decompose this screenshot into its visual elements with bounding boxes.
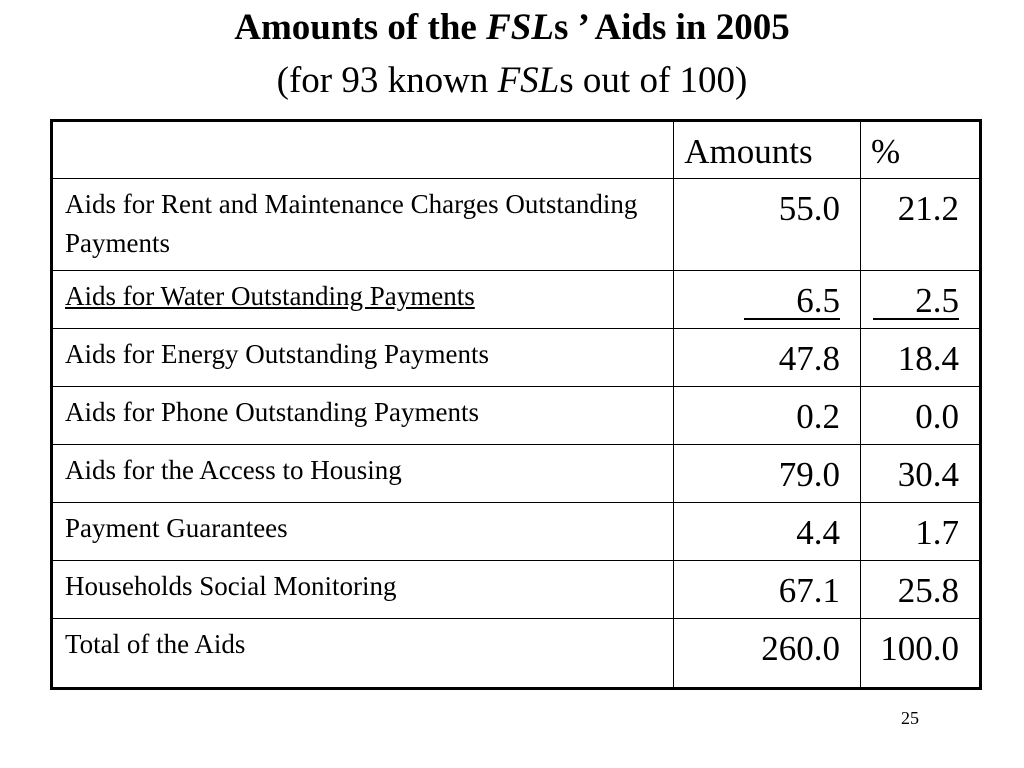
header-cell-percent: % bbox=[860, 120, 981, 179]
row-label: Aids for Phone Outstanding Payments bbox=[50, 386, 675, 445]
slide-subtitle: (for 93 known FSLs out of 100) bbox=[0, 60, 1024, 102]
table-row: Aids for Energy Outstanding Payments 47.… bbox=[50, 328, 981, 387]
subtitle-part1: (for 93 known bbox=[276, 60, 498, 101]
slide-title: Amounts of the FSLs ’ Aids in 2005 bbox=[0, 8, 1024, 48]
aids-table: Amounts % Aids for Rent and Maintenance … bbox=[50, 119, 982, 690]
subtitle-part2: s out of 100) bbox=[559, 60, 748, 101]
title-part2: s ’ Aids in 2005 bbox=[553, 7, 790, 48]
row-label: Households Social Monitoring bbox=[50, 560, 675, 619]
row-label: Aids for Water Outstanding Payments bbox=[50, 270, 675, 329]
row-amount: 0.2 bbox=[673, 386, 861, 445]
table-row: Aids for Water Outstanding Payments 6.5 … bbox=[50, 270, 981, 329]
row-amount: 79.0 bbox=[673, 444, 861, 503]
table-row: Aids for Rent and Maintenance Charges Ou… bbox=[50, 178, 981, 271]
subtitle-italic: FSL bbox=[497, 60, 560, 101]
row-amount: 260.0 bbox=[673, 618, 861, 689]
row-amount: 55.0 bbox=[673, 178, 861, 271]
row-amount: 4.4 bbox=[673, 502, 861, 561]
row-percent: 18.4 bbox=[860, 328, 981, 387]
header-cell-amounts: Amounts bbox=[673, 120, 861, 179]
row-percent: 0.0 bbox=[860, 386, 981, 445]
row-percent-text: 2.5 bbox=[873, 283, 959, 320]
table-header-row: Amounts % bbox=[50, 120, 981, 179]
row-percent: 1.7 bbox=[860, 502, 981, 561]
table-row: Payment Guarantees 4.4 1.7 bbox=[50, 502, 981, 561]
table-row: Aids for Phone Outstanding Payments 0.2 … bbox=[50, 386, 981, 445]
row-percent: 30.4 bbox=[860, 444, 981, 503]
row-percent: 100.0 bbox=[860, 618, 981, 689]
row-label: Aids for the Access to Housing bbox=[50, 444, 675, 503]
page-number: 25 bbox=[901, 708, 919, 728]
row-amount: 6.5 bbox=[673, 270, 861, 329]
row-percent: 21.2 bbox=[860, 178, 981, 271]
row-label: Payment Guarantees bbox=[50, 502, 675, 561]
row-label: Aids for Rent and Maintenance Charges Ou… bbox=[50, 178, 675, 271]
table-row: Aids for the Access to Housing 79.0 30.4 bbox=[50, 444, 981, 503]
row-amount: 47.8 bbox=[673, 328, 861, 387]
row-percent: 2.5 bbox=[860, 270, 981, 329]
row-label: Total of the Aids bbox=[50, 618, 675, 689]
row-amount: 67.1 bbox=[673, 560, 861, 619]
header-cell-empty bbox=[50, 120, 675, 179]
row-label: Aids for Energy Outstanding Payments bbox=[50, 328, 675, 387]
title-part1: Amounts of the bbox=[234, 7, 487, 48]
table-row-total: Total of the Aids 260.0 100.0 bbox=[50, 618, 981, 689]
row-percent: 25.8 bbox=[860, 560, 981, 619]
row-label-text: Aids for Water Outstanding Payments bbox=[65, 281, 475, 311]
row-amount-text: 6.5 bbox=[744, 283, 840, 320]
title-italic: FSL bbox=[486, 7, 554, 48]
table-row: Households Social Monitoring 67.1 25.8 bbox=[50, 560, 981, 619]
